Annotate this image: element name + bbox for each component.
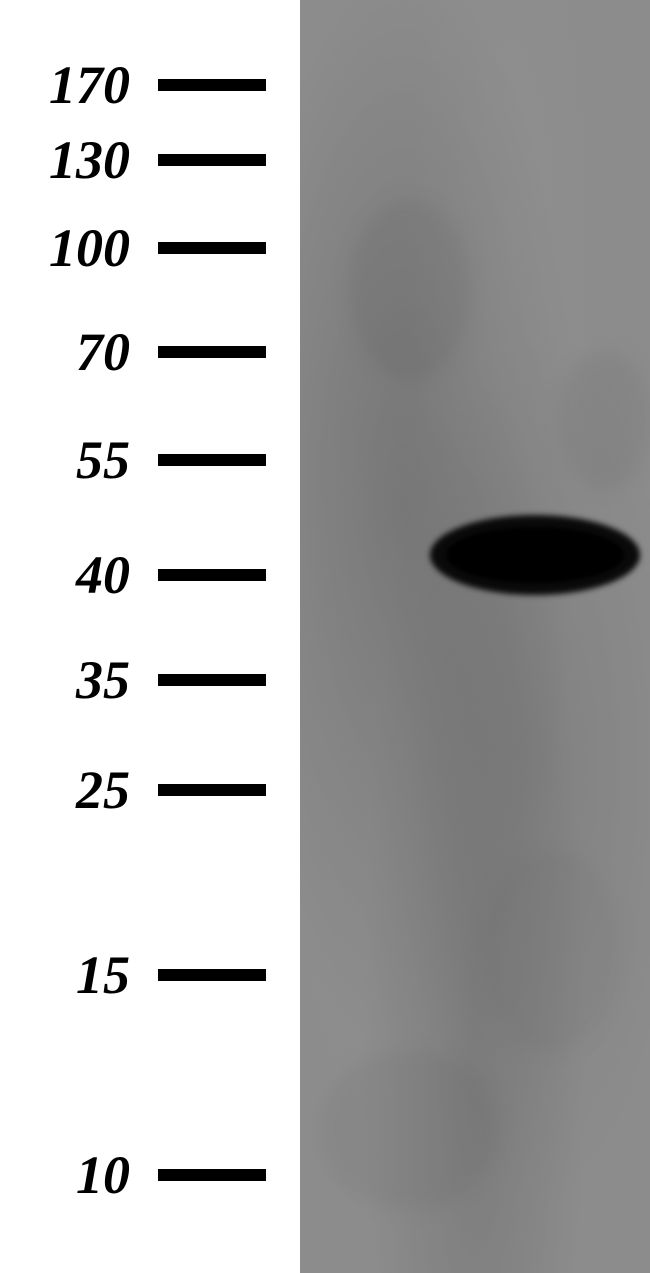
membrane-noise-2 <box>300 0 650 1273</box>
mw-marker-row: 55 <box>0 433 300 487</box>
mw-marker-label: 40 <box>40 548 130 602</box>
mw-marker-row: 25 <box>0 763 300 817</box>
mw-marker-label: 35 <box>40 653 130 707</box>
mw-marker-tick <box>158 154 266 166</box>
mw-marker-label: 70 <box>40 325 130 379</box>
mw-marker-tick <box>158 784 266 796</box>
mw-marker-tick <box>158 1169 266 1181</box>
mw-marker-label: 15 <box>40 948 130 1002</box>
mw-marker-label: 170 <box>10 58 130 112</box>
mw-marker-row: 170 <box>0 58 300 112</box>
mw-marker-row: 70 <box>0 325 300 379</box>
mw-marker-tick <box>158 454 266 466</box>
mw-ladder: 170 130 100 70 55 40 35 25 15 10 <box>0 0 300 1273</box>
mw-marker-row: 35 <box>0 653 300 707</box>
mw-marker-label: 10 <box>40 1148 130 1202</box>
mw-marker-label: 25 <box>40 763 130 817</box>
mw-marker-row: 100 <box>0 221 300 275</box>
mw-marker-tick <box>158 242 266 254</box>
western-blot-figure: 170 130 100 70 55 40 35 25 15 10 <box>0 0 650 1273</box>
mw-marker-label: 130 <box>10 133 130 187</box>
mw-marker-tick <box>158 969 266 981</box>
protein-band-core <box>446 527 625 583</box>
mw-marker-row: 40 <box>0 548 300 602</box>
mw-marker-row: 10 <box>0 1148 300 1202</box>
mw-marker-label: 100 <box>10 221 130 275</box>
mw-marker-tick <box>158 674 266 686</box>
mw-marker-label: 55 <box>40 433 130 487</box>
mw-marker-row: 130 <box>0 133 300 187</box>
mw-marker-tick <box>158 79 266 91</box>
mw-marker-tick <box>158 569 266 581</box>
mw-marker-row: 15 <box>0 948 300 1002</box>
mw-marker-tick <box>158 346 266 358</box>
